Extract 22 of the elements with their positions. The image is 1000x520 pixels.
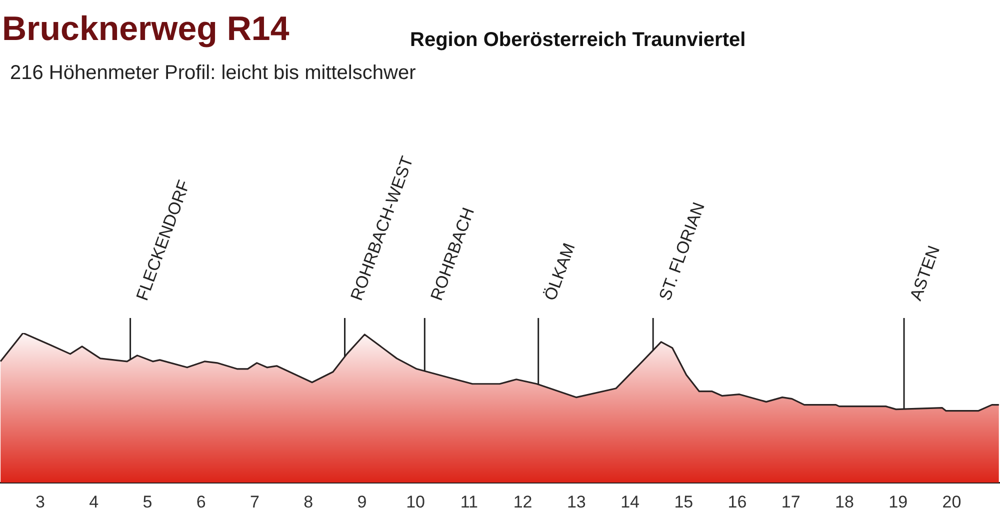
- chart-title: Brucknerweg R14: [2, 10, 290, 49]
- x-tick-label: 7: [250, 492, 260, 512]
- x-tick-label: 9: [357, 492, 367, 512]
- x-tick-label: 8: [304, 492, 314, 512]
- x-tick-label: 13: [566, 492, 586, 512]
- x-tick-label: 16: [728, 492, 747, 512]
- x-tick-label: 6: [196, 492, 206, 512]
- x-tick-label: 11: [460, 492, 478, 512]
- ref-line-label: ASTEN: [906, 243, 944, 303]
- x-tick-label: 19: [888, 492, 908, 512]
- x-tick-label: 20: [942, 492, 962, 512]
- x-tick-label: 3: [35, 492, 45, 512]
- x-tick-label: 18: [835, 492, 854, 512]
- x-tick-label: 17: [781, 492, 800, 512]
- chart-subtitle: Region Oberösterreich Traunviertel: [410, 29, 746, 52]
- x-tick-label: 5: [142, 492, 152, 512]
- x-tick-label: 12: [513, 492, 532, 512]
- text: 216 Höhenmeter Profil: leicht bis mittelschwer: [10, 62, 416, 85]
- x-tick-label: 14: [620, 492, 640, 512]
- x-tick-label: 15: [674, 492, 694, 512]
- x-tick-label: 10: [406, 492, 426, 512]
- x-tick-label: 4: [89, 492, 99, 512]
